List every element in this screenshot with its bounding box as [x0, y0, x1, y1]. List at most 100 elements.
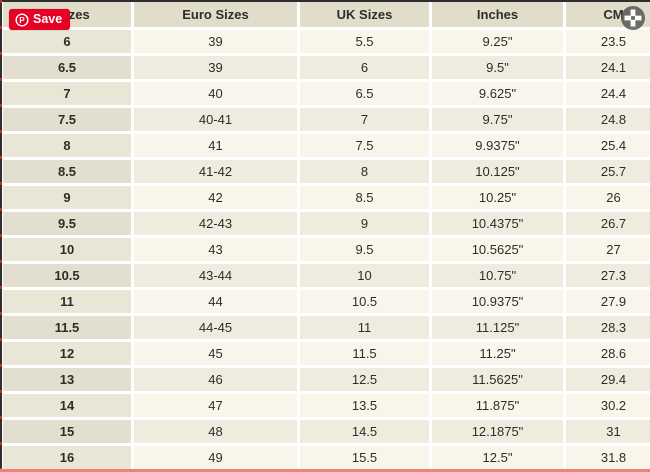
cell-us: 11 — [3, 290, 131, 313]
cell-euro: 48 — [134, 420, 297, 443]
cell-us: 7.5 — [3, 108, 131, 131]
cell-uk: 10.5 — [300, 290, 429, 313]
cell-uk: 12.5 — [300, 368, 429, 391]
table-row: 10 43 9.5 10.5625" 27 — [3, 238, 650, 261]
pinterest-logo-icon: P — [15, 12, 29, 27]
cell-uk: 6 — [300, 56, 429, 79]
cell-uk: 7 — [300, 108, 429, 131]
cell-us: 12 — [3, 342, 131, 365]
cell-us: 9 — [3, 186, 131, 209]
cell-us: 13 — [3, 368, 131, 391]
cell-cm: 25.4 — [566, 134, 650, 157]
table-row: 7 40 6.5 9.625" 24.4 — [3, 82, 650, 105]
cell-uk: 6.5 — [300, 82, 429, 105]
table-row: 9 42 8.5 10.25" 26 — [3, 186, 650, 209]
cell-euro: 39 — [134, 56, 297, 79]
cell-cm: 27.3 — [566, 264, 650, 287]
table-row: 7.5 40-41 7 9.75" 24.8 — [3, 108, 650, 131]
cell-us: 14 — [3, 394, 131, 417]
cell-inches: 9.9375" — [432, 134, 563, 157]
cell-us: 10.5 — [3, 264, 131, 287]
cell-us: 10 — [3, 238, 131, 261]
table-row: 8 41 7.5 9.9375" 25.4 — [3, 134, 650, 157]
cell-cm: 27.9 — [566, 290, 650, 313]
table-row: 10.5 43-44 10 10.75" 27.3 — [3, 264, 650, 287]
cell-inches: 9.75" — [432, 108, 563, 131]
cell-cm: 31.8 — [566, 446, 650, 469]
cell-euro: 44 — [134, 290, 297, 313]
cell-euro: 49 — [134, 446, 297, 469]
cell-uk: 9 — [300, 212, 429, 235]
cell-inches: 9.5" — [432, 56, 563, 79]
cell-us: 15 — [3, 420, 131, 443]
cell-cm: 28.3 — [566, 316, 650, 339]
cell-uk: 13.5 — [300, 394, 429, 417]
cell-cm: 29.4 — [566, 368, 650, 391]
cell-euro: 41 — [134, 134, 297, 157]
cell-uk: 8.5 — [300, 186, 429, 209]
cell-us: 8.5 — [3, 160, 131, 183]
cell-inches: 11.5625" — [432, 368, 563, 391]
cell-euro: 41-42 — [134, 160, 297, 183]
table-row: 14 47 13.5 11.875" 30.2 — [3, 394, 650, 417]
cell-cm: 30.2 — [566, 394, 650, 417]
header-inches: Inches — [432, 2, 563, 27]
cell-uk: 9.5 — [300, 238, 429, 261]
cell-inches: 10.75" — [432, 264, 563, 287]
cell-uk: 15.5 — [300, 446, 429, 469]
cell-cm: 24.1 — [566, 56, 650, 79]
cell-cm: 24.4 — [566, 82, 650, 105]
table-row: 11.5 44-45 11 11.125" 28.3 — [3, 316, 650, 339]
table-row: 6.5 39 6 9.5" 24.1 — [3, 56, 650, 79]
cell-cm: 26.7 — [566, 212, 650, 235]
cell-inches: 9.25" — [432, 30, 563, 53]
screenshot-edge-left — [0, 0, 2, 472]
cell-euro: 42-43 — [134, 212, 297, 235]
cell-cm: 27 — [566, 238, 650, 261]
cell-us: 9.5 — [3, 212, 131, 235]
cell-inches: 10.25" — [432, 186, 563, 209]
move-icon[interactable] — [620, 5, 646, 31]
cell-euro: 40-41 — [134, 108, 297, 131]
cell-inches: 11.875" — [432, 394, 563, 417]
cell-euro: 44-45 — [134, 316, 297, 339]
cell-us: 8 — [3, 134, 131, 157]
cell-inches: 9.625" — [432, 82, 563, 105]
cell-cm: 28.6 — [566, 342, 650, 365]
cell-cm: 31 — [566, 420, 650, 443]
cell-euro: 43 — [134, 238, 297, 261]
cell-uk: 10 — [300, 264, 429, 287]
pinterest-save-button[interactable]: P Save — [9, 9, 71, 30]
cell-uk: 8 — [300, 160, 429, 183]
cell-uk: 5.5 — [300, 30, 429, 53]
cell-euro: 40 — [134, 82, 297, 105]
cell-inches: 11.25" — [432, 342, 563, 365]
cell-inches: 11.125" — [432, 316, 563, 339]
table-row: 11 44 10.5 10.9375" 27.9 — [3, 290, 650, 313]
table-row: 6 39 5.5 9.25" 23.5 — [3, 30, 650, 53]
screenshot-edge-bottom — [0, 469, 650, 472]
table-row: 12 45 11.5 11.25" 28.6 — [3, 342, 650, 365]
table-row: 15 48 14.5 12.1875" 31 — [3, 420, 650, 443]
cell-uk: 7.5 — [300, 134, 429, 157]
header-cm: CM — [566, 2, 650, 27]
header-euro-sizes: Euro Sizes — [134, 2, 297, 27]
cell-us: 6.5 — [3, 56, 131, 79]
header-uk-sizes: UK Sizes — [300, 2, 429, 27]
svg-text:P: P — [19, 15, 25, 24]
cell-euro: 46 — [134, 368, 297, 391]
cell-inches: 12.1875" — [432, 420, 563, 443]
cell-euro: 42 — [134, 186, 297, 209]
cell-us: 7 — [3, 82, 131, 105]
cell-cm: 24.8 — [566, 108, 650, 131]
screenshot-edge-top — [0, 0, 650, 2]
cell-us: 16 — [3, 446, 131, 469]
table-row: 9.5 42-43 9 10.4375" 26.7 — [3, 212, 650, 235]
cell-inches: 10.4375" — [432, 212, 563, 235]
pinterest-save-label: Save — [33, 12, 63, 26]
table-row: 8.5 41-42 8 10.125" 25.7 — [3, 160, 650, 183]
cell-uk: 11 — [300, 316, 429, 339]
cell-euro: 39 — [134, 30, 297, 53]
